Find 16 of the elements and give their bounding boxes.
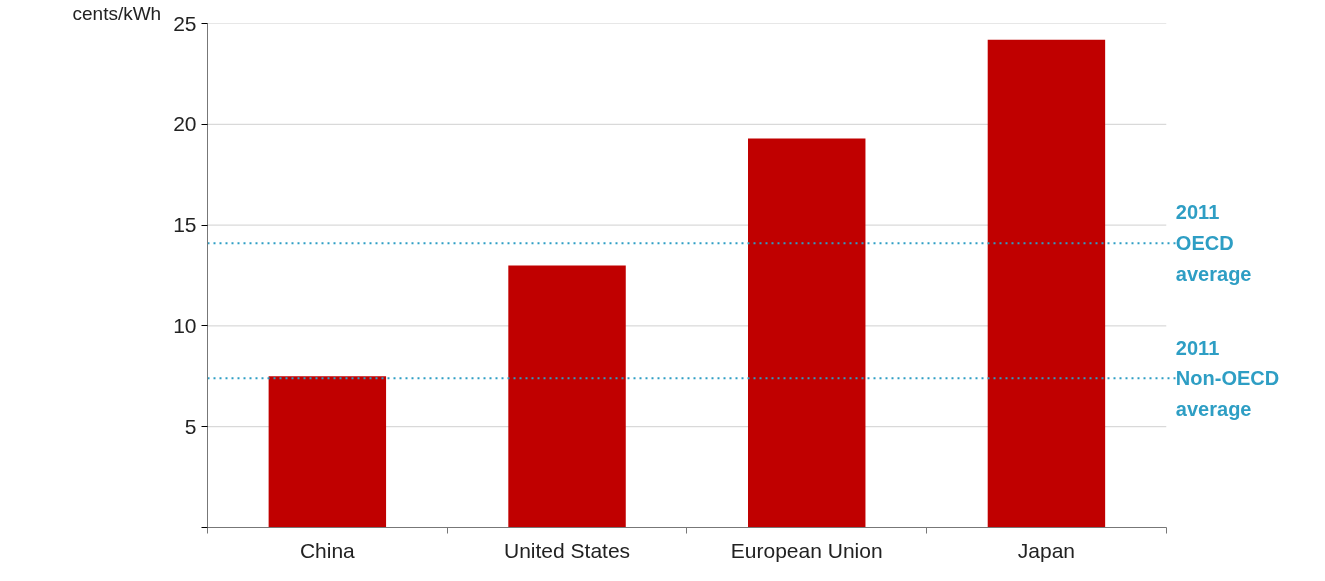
y-tick-label: 5 (184, 414, 197, 438)
bar (508, 265, 626, 528)
x-tick-label: Japan (1017, 538, 1076, 562)
y-tick-label: 25 (173, 11, 197, 35)
y-tick-label: 15 (173, 213, 197, 237)
ref-line-label: 2011 Non-OECD average (1175, 336, 1280, 421)
bar (987, 39, 1106, 528)
ref-line-label: 2011 OECD average (1175, 201, 1252, 286)
x-tick-label: European Union (730, 538, 883, 562)
x-tick-label: United States (504, 538, 631, 562)
y-tick-label: 20 (173, 112, 197, 136)
y-axis-title: cents/kWh (72, 2, 162, 24)
y-tick-label: 10 (173, 313, 197, 337)
x-tick-label: China (299, 538, 356, 562)
bar (748, 138, 866, 528)
bar (268, 376, 387, 528)
